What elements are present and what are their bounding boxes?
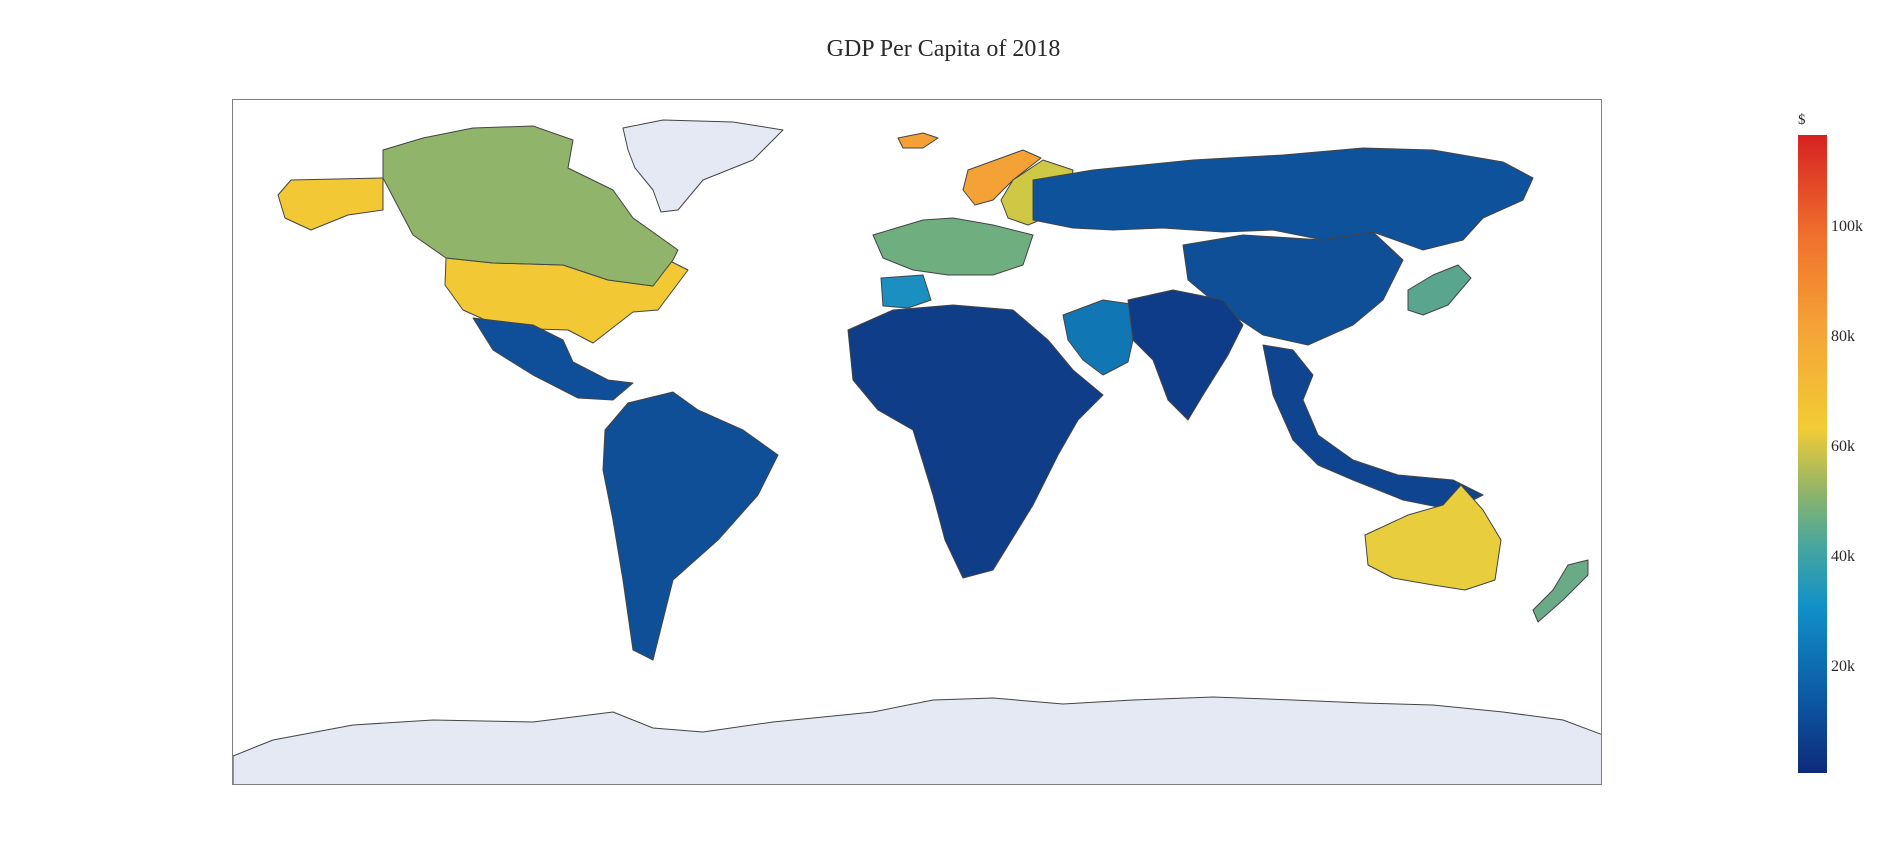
- colorbar-tick-20k: 20k: [1831, 658, 1855, 675]
- region-greenland[interactable]: [622, 119, 784, 213]
- region-mexico-central-america[interactable]: [472, 317, 634, 401]
- region-japan[interactable]: [1407, 264, 1472, 316]
- region-middle-east[interactable]: [1062, 299, 1149, 376]
- colorbar: [1798, 135, 1827, 773]
- world-map[interactable]: [232, 99, 1602, 785]
- region-africa[interactable]: [847, 304, 1104, 579]
- region-southeast-asia[interactable]: [1262, 344, 1484, 511]
- colorbar-tick-60k: 60k: [1831, 438, 1855, 455]
- region-iceland[interactable]: [897, 132, 939, 149]
- colorbar-tick-40k: 40k: [1831, 548, 1855, 565]
- region-canada[interactable]: [382, 125, 679, 287]
- region-norway[interactable]: [962, 149, 1042, 206]
- region-alaska[interactable]: [277, 177, 384, 231]
- region-antarctica[interactable]: [233, 696, 1602, 785]
- chart-title: GDP Per Capita of 2018: [826, 36, 1061, 62]
- colorbar-title: $: [1798, 112, 1806, 128]
- region-western-europe[interactable]: [872, 217, 1034, 276]
- region-iberia[interactable]: [880, 274, 932, 309]
- region-australia[interactable]: [1364, 484, 1502, 591]
- region-russia[interactable]: [1032, 147, 1534, 251]
- colorbar-tick-80k: 80k: [1831, 328, 1855, 345]
- region-india-south-asia[interactable]: [1127, 289, 1244, 421]
- colorbar-tick-100k: 100k: [1831, 218, 1863, 235]
- region-new-zealand[interactable]: [1532, 559, 1589, 623]
- region-south-america[interactable]: [602, 391, 779, 661]
- map-svg[interactable]: [233, 100, 1602, 785]
